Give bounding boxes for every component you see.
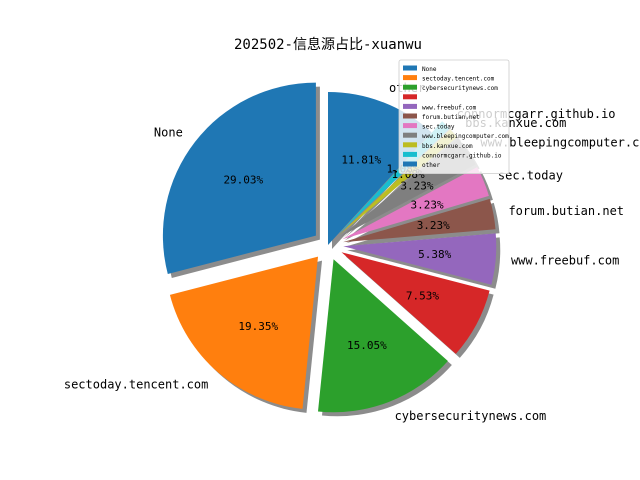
legend-swatch xyxy=(403,103,417,109)
pie-slice xyxy=(162,82,316,274)
slice-label: sec.today xyxy=(498,168,563,182)
legend-entry: sec.today xyxy=(422,124,455,131)
legend-swatch xyxy=(403,123,417,129)
pie-slice xyxy=(318,259,448,413)
legend-swatch xyxy=(403,161,417,167)
slice-label: cybersecuritynews.com xyxy=(395,409,547,423)
legend-swatch xyxy=(403,132,417,138)
chart-title: 202502-信息源占比-xuanwu xyxy=(234,36,422,53)
slice-percent-label: 5.38% xyxy=(418,248,451,261)
slice-percent-label: 3.23% xyxy=(400,179,433,192)
legend-swatch xyxy=(403,151,417,157)
slice-label: www.freebuf.com xyxy=(511,254,619,268)
slice-percent-label: 3.23% xyxy=(417,219,450,232)
legend-entry: www.bleepingcomputer.com xyxy=(422,133,509,140)
slice-percent-label: 7.53% xyxy=(406,289,439,302)
slice-percent-label: 19.35% xyxy=(238,320,278,333)
legend-swatch xyxy=(403,75,417,81)
legend-swatch xyxy=(403,142,417,148)
legend-entry: other xyxy=(422,162,440,169)
legend: None sectoday.tencent.com cybersecuritynew… xyxy=(398,59,510,174)
legend-swatch xyxy=(403,94,417,100)
pie-slice xyxy=(343,198,496,243)
pie-slice xyxy=(343,233,497,285)
legend-entry: bbs.kanxue.com xyxy=(422,143,473,150)
slice-label: forum.butian.net xyxy=(508,204,624,218)
legend-entry: forum.butian.net xyxy=(422,114,480,121)
legend-frame xyxy=(398,59,510,174)
legend-swatch xyxy=(403,113,417,119)
slice-percent-label: 3.23% xyxy=(411,198,444,211)
slice-percent-label: 11.81% xyxy=(341,153,381,166)
slices xyxy=(162,82,497,413)
slice-percent-label: 29.03% xyxy=(223,173,263,186)
slice-label: None xyxy=(154,126,183,140)
legend-entry: None xyxy=(422,66,437,73)
legend-entry: cybersecuritynews.com xyxy=(422,85,498,92)
slice-label: sectoday.tencent.com xyxy=(64,377,209,391)
legend-entry: www.freebuf.com xyxy=(422,104,477,111)
pie-slice xyxy=(341,252,490,354)
legend-entry: sectoday.tencent.com xyxy=(422,76,495,83)
legend-swatch xyxy=(403,84,417,90)
slice-label: www.bleepingcomputer.com xyxy=(480,136,640,150)
legend-entry: connormcgarr.github.io xyxy=(422,152,502,159)
legend-swatch xyxy=(403,65,417,71)
pie-slice xyxy=(342,167,489,240)
pie-slice xyxy=(169,256,319,409)
slice-percent-label: 15.05% xyxy=(347,339,387,352)
